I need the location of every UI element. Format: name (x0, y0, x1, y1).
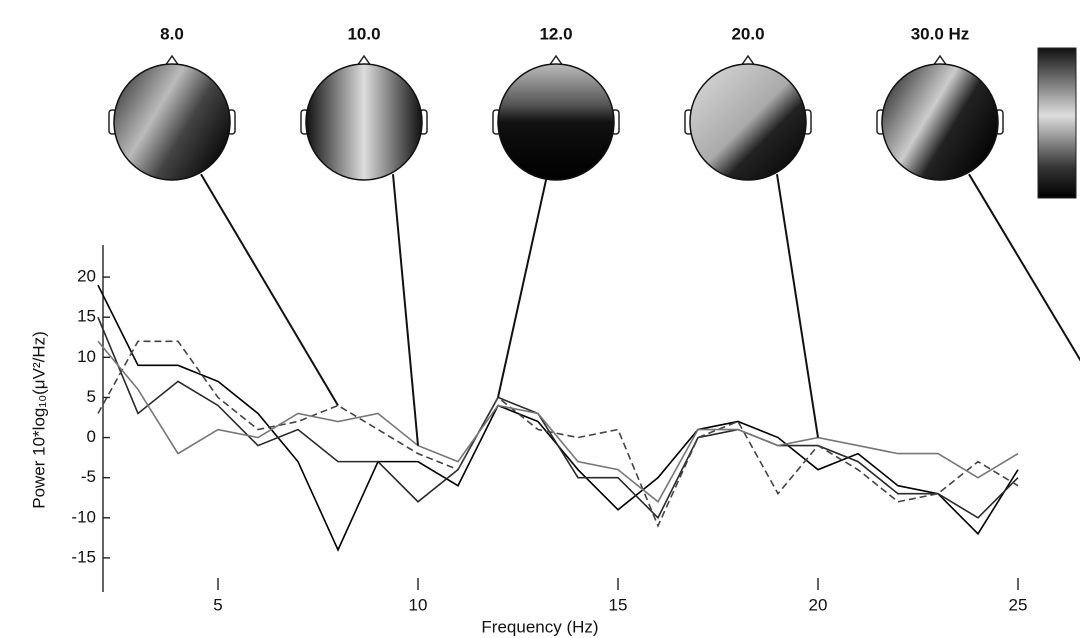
topomap (882, 64, 998, 180)
topomap (114, 64, 230, 180)
color-bar (1038, 48, 1076, 198)
chart: Frequency (Hz) Power 10*log₁₀(μV²/Hz) -1… (0, 0, 1080, 638)
series-line (98, 285, 1018, 550)
y-tick-label: 0 (87, 427, 96, 446)
x-tick-label: 10 (409, 595, 428, 614)
topomap-connector (393, 174, 418, 445)
x-axis-label: Frequency (Hz) (481, 617, 598, 636)
topomap-connector (969, 174, 1080, 590)
y-tick-label: 5 (87, 387, 96, 406)
topomap-connector (777, 174, 818, 437)
topomap-label: 30.0 Hz (911, 24, 970, 43)
series-line (98, 341, 1018, 501)
topomap (690, 64, 806, 180)
topomap-label: 8.0 (160, 24, 184, 43)
x-tick-label: 5 (213, 595, 222, 614)
y-tick-label: 15 (77, 307, 96, 326)
series-line (98, 317, 1018, 518)
y-tick-label: -5 (81, 467, 96, 486)
x-tick-label: 20 (809, 595, 828, 614)
x-tick-label: 15 (609, 595, 628, 614)
topomap-connector (498, 174, 547, 397)
y-tick-label: -15 (71, 547, 96, 566)
topomap-label: 10.0 (347, 24, 380, 43)
topomap (306, 64, 422, 180)
x-tick-label: 25 (1009, 595, 1028, 614)
topomap-label: 20.0 (731, 24, 764, 43)
topomap (498, 64, 614, 180)
y-axis-label: Power 10*log₁₀(μV²/Hz) (29, 331, 48, 509)
y-tick-label: -10 (71, 507, 96, 526)
y-tick-label: 10 (77, 347, 96, 366)
y-tick-label: 20 (77, 267, 96, 286)
topomap-label: 12.0 (539, 24, 572, 43)
topomap-connector (201, 174, 338, 405)
